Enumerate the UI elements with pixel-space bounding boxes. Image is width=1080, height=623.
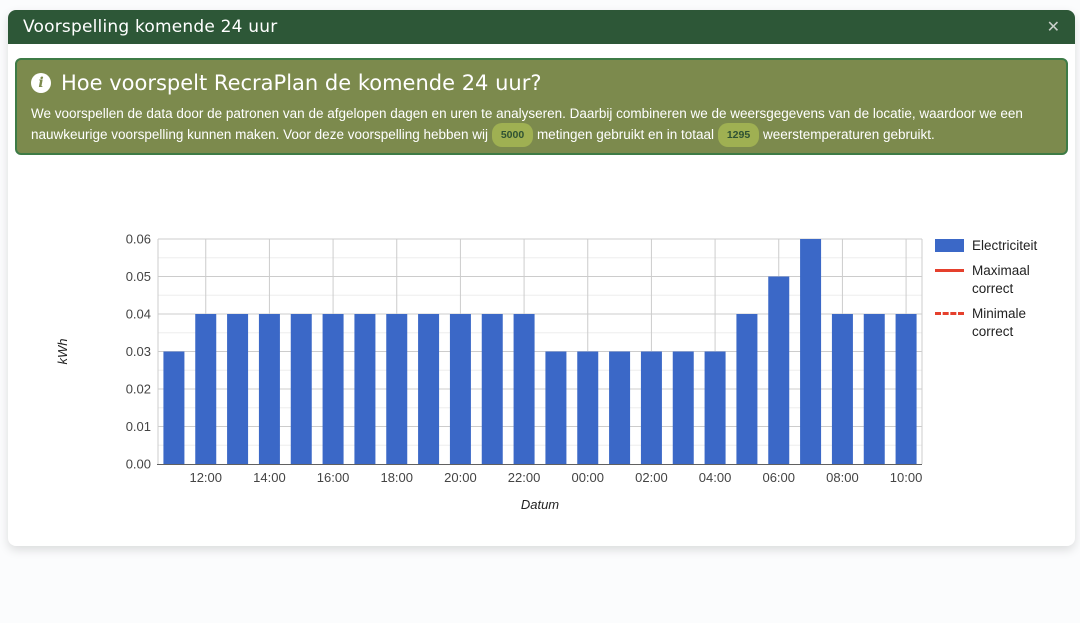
bar-23:00[interactable] <box>545 351 567 465</box>
bar-11:00[interactable] <box>163 351 185 465</box>
temperatures-count-badge: 1295 <box>717 123 760 147</box>
x-tick-label: 04:00 <box>699 470 732 485</box>
y-tick-label: 0.05 <box>126 269 151 284</box>
bar-15:00[interactable] <box>290 314 312 464</box>
info-heading: i Hoe voorspelt RecraPlan de komende 24 … <box>31 71 1052 95</box>
y-tick-label: 0.01 <box>126 419 151 434</box>
bar-22:00[interactable] <box>513 314 535 464</box>
bar-05:00[interactable] <box>736 314 758 464</box>
legend-item: Minimale correct <box>935 305 1050 341</box>
chart-legend: Electriciteit Maximaal correct Minimale co… <box>935 237 1050 348</box>
info-circle-icon: i <box>31 73 51 93</box>
info-heading-text: Hoe voorspelt RecraPlan de komende 24 uu… <box>61 71 542 95</box>
x-tick-label: 20:00 <box>444 470 477 485</box>
legend-item: Electriciteit <box>935 237 1050 255</box>
bar-19:00[interactable] <box>418 314 440 464</box>
bar-17:00[interactable] <box>354 314 376 464</box>
bar-20:00[interactable] <box>449 314 471 464</box>
legend-dashed-line-swatch <box>935 312 964 315</box>
bar-chart-svg: 0.00 0.01 0.02 0.03 0.04 0.05 0.06 12:00 14:00 16… <box>55 232 923 512</box>
bar-10:00[interactable] <box>895 314 917 464</box>
x-tick-label: 12:00 <box>189 470 222 485</box>
forecast-chart: 0.00 0.01 0.02 0.03 0.04 0.05 0.06 12:00 14:00 16… <box>55 225 1060 537</box>
x-tick-label: 02:00 <box>635 470 668 485</box>
bar-09:00[interactable] <box>863 314 885 464</box>
legend-rect-swatch <box>935 239 964 252</box>
legend-label: Electriciteit <box>972 238 1038 253</box>
bar-01:00[interactable] <box>609 351 631 465</box>
x-tick-label: 14:00 <box>253 470 286 485</box>
y-tick-label: 0.04 <box>126 307 151 322</box>
x-tick-label: 10:00 <box>890 470 923 485</box>
x-axis-title: Datum <box>521 497 559 512</box>
y-tick-label: 0.00 <box>126 457 151 472</box>
bar-06:00[interactable] <box>768 276 790 465</box>
x-tick-label: 00:00 <box>571 470 604 485</box>
modal-header: Voorspelling komende 24 uur ✕ <box>8 10 1075 44</box>
info-text: We voorspellen de data door de patronen … <box>31 104 1051 148</box>
legend-item: Maximaal correct <box>935 262 1050 298</box>
info-text-part-1: We voorspellen de data door de patronen … <box>31 106 1023 142</box>
bar-02:00[interactable] <box>640 351 662 465</box>
info-text-part-3: weerstemperaturen gebruikt. <box>762 127 935 142</box>
legend-label: Maximaal correct <box>972 263 1030 296</box>
bar-07:00[interactable] <box>800 239 822 464</box>
bar-13:00[interactable] <box>227 314 249 464</box>
y-tick-label: 0.03 <box>126 344 151 359</box>
y-tick-label: 0.06 <box>126 232 151 247</box>
legend-label: Minimale correct <box>972 306 1027 339</box>
forecast-modal: Voorspelling komende 24 uur ✕ i Hoe voor… <box>8 10 1075 546</box>
y-axis-title: kWh <box>55 339 70 365</box>
bar-04:00[interactable] <box>704 351 726 465</box>
bar-14:00[interactable] <box>258 314 280 464</box>
x-tick-label: 08:00 <box>826 470 859 485</box>
x-tick-label: 06:00 <box>762 470 795 485</box>
bar-12:00[interactable] <box>195 314 217 464</box>
legend-line-swatch <box>935 269 964 272</box>
measurements-count-badge: 5000 <box>491 123 534 147</box>
x-tick-label: 16:00 <box>317 470 350 485</box>
bar-08:00[interactable] <box>831 314 853 464</box>
bar-21:00[interactable] <box>481 314 503 464</box>
bar-18:00[interactable] <box>386 314 408 464</box>
info-text-part-2: metingen gebruikt en in totaal <box>536 127 715 142</box>
bar-16:00[interactable] <box>322 314 344 464</box>
close-icon[interactable]: ✕ <box>1046 17 1060 36</box>
info-box: i Hoe voorspelt RecraPlan de komende 24 … <box>15 58 1068 155</box>
modal-title: Voorspelling komende 24 uur <box>23 17 278 37</box>
y-tick-label: 0.02 <box>126 382 151 397</box>
x-tick-label: 18:00 <box>380 470 413 485</box>
bar-00:00[interactable] <box>577 351 599 465</box>
bar-03:00[interactable] <box>672 351 694 465</box>
x-tick-label: 22:00 <box>508 470 541 485</box>
